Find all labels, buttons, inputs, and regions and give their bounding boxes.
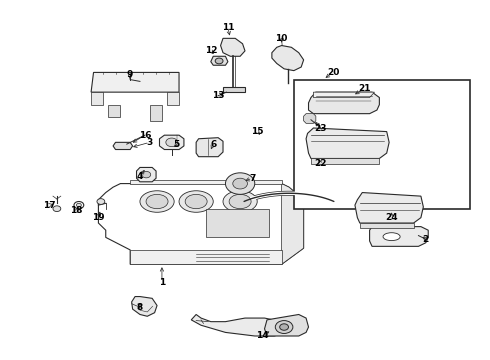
Text: 3: 3: [147, 138, 153, 147]
Polygon shape: [150, 105, 162, 121]
Circle shape: [225, 173, 255, 194]
Circle shape: [215, 58, 223, 64]
Polygon shape: [360, 223, 414, 228]
Text: 12: 12: [204, 46, 217, 55]
Circle shape: [280, 324, 289, 330]
Polygon shape: [220, 39, 245, 56]
Polygon shape: [167, 92, 179, 105]
Text: 10: 10: [275, 34, 288, 43]
Text: 24: 24: [385, 213, 398, 222]
Polygon shape: [355, 193, 423, 223]
Ellipse shape: [146, 194, 168, 209]
Text: 9: 9: [127, 70, 133, 79]
Bar: [294, 80, 470, 209]
Polygon shape: [191, 315, 289, 336]
Ellipse shape: [229, 194, 251, 209]
Polygon shape: [196, 138, 223, 157]
Ellipse shape: [383, 233, 400, 240]
Text: 14: 14: [256, 332, 269, 341]
Circle shape: [53, 206, 61, 212]
Text: 15: 15: [251, 127, 264, 136]
Text: 2: 2: [423, 235, 429, 244]
Polygon shape: [304, 114, 316, 123]
Text: 16: 16: [139, 131, 151, 140]
Text: 18: 18: [70, 206, 83, 215]
Polygon shape: [91, 92, 103, 105]
Polygon shape: [211, 56, 228, 65]
Circle shape: [97, 199, 105, 204]
Text: 6: 6: [210, 140, 217, 149]
Polygon shape: [314, 92, 374, 98]
Circle shape: [233, 178, 247, 189]
Polygon shape: [113, 142, 133, 149]
Circle shape: [76, 203, 81, 207]
Text: 7: 7: [249, 174, 255, 183]
Polygon shape: [130, 250, 282, 264]
Polygon shape: [159, 135, 184, 149]
Ellipse shape: [185, 194, 207, 209]
Polygon shape: [130, 180, 282, 184]
Polygon shape: [91, 72, 179, 92]
Text: 23: 23: [315, 123, 327, 132]
Bar: [206, 209, 270, 237]
Text: 20: 20: [327, 68, 339, 77]
Polygon shape: [265, 315, 309, 336]
Polygon shape: [369, 226, 428, 246]
Ellipse shape: [179, 191, 213, 212]
Text: 1: 1: [159, 278, 165, 287]
Text: 22: 22: [315, 159, 327, 168]
Text: 17: 17: [43, 201, 56, 210]
Polygon shape: [98, 184, 304, 264]
Polygon shape: [137, 167, 156, 182]
Text: 11: 11: [221, 23, 234, 32]
Circle shape: [275, 320, 293, 333]
Circle shape: [166, 138, 177, 147]
Polygon shape: [311, 158, 379, 164]
Polygon shape: [282, 184, 304, 264]
Ellipse shape: [140, 191, 174, 212]
Polygon shape: [272, 45, 304, 71]
Polygon shape: [306, 128, 389, 158]
Polygon shape: [108, 105, 121, 117]
Polygon shape: [223, 87, 245, 92]
Text: 5: 5: [173, 140, 180, 149]
Text: 8: 8: [137, 303, 143, 312]
Text: 13: 13: [212, 91, 224, 100]
Polygon shape: [132, 297, 157, 316]
Circle shape: [74, 202, 84, 209]
Text: 19: 19: [92, 213, 105, 222]
Text: 21: 21: [359, 84, 371, 93]
Circle shape: [142, 171, 151, 178]
Ellipse shape: [223, 191, 257, 212]
Text: 4: 4: [137, 172, 143, 181]
Polygon shape: [309, 92, 379, 114]
